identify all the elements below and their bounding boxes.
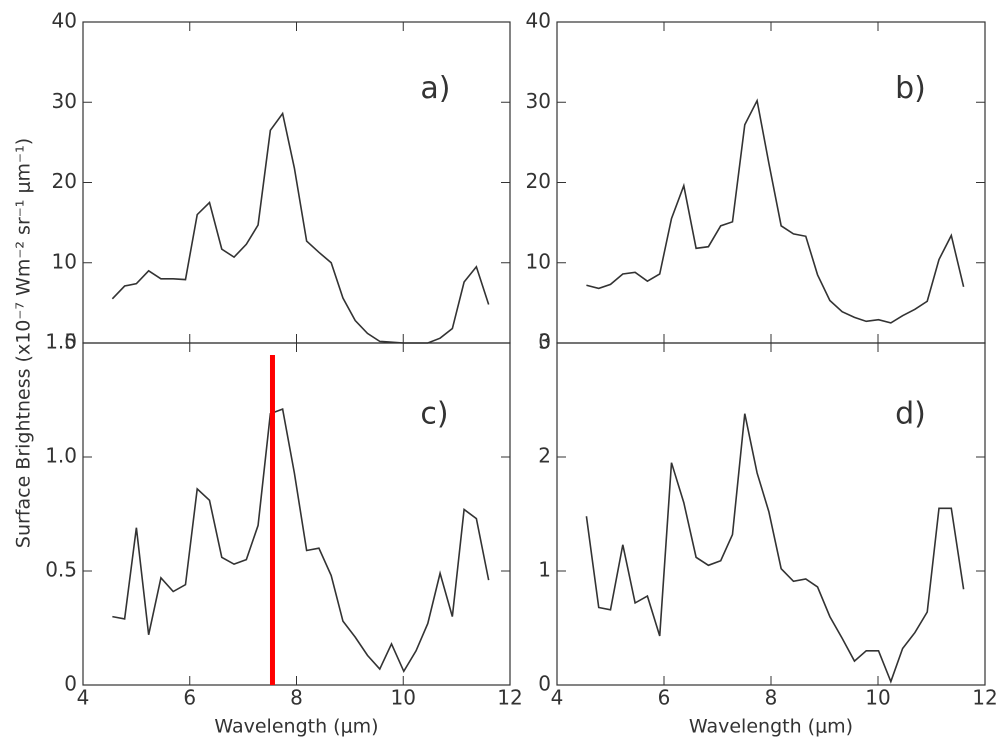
y-tick-label: 30 (52, 89, 77, 113)
x-axis-label: Wavelength (μm) (689, 716, 853, 738)
x-tick-label: 8 (290, 686, 303, 710)
panel-label: b) (895, 71, 926, 106)
y-axis-label: Surface Brightness (x10⁻⁷ Wm⁻² sr⁻¹ μm⁻¹… (13, 138, 35, 548)
y-tick-label: 40 (526, 9, 551, 33)
x-tick-label: 4 (551, 686, 564, 710)
x-tick-label: 4 (77, 686, 90, 710)
x-tick-label: 10 (865, 686, 890, 710)
panel-label: c) (420, 396, 448, 431)
y-tick-label: 1.0 (45, 444, 77, 468)
data-line (112, 408, 490, 674)
plot-frame (556, 342, 986, 686)
x-axis-label: Wavelength (μm) (214, 716, 378, 738)
y-tick-label: 10 (526, 249, 551, 273)
data-line (586, 98, 965, 324)
y-tick-label: 0 (64, 330, 77, 354)
y-tick-label: 2 (538, 444, 551, 468)
x-tick-label: 10 (391, 686, 416, 710)
panel-label: a) (420, 71, 450, 106)
x-tick-label: 12 (972, 686, 997, 710)
y-tick-label: 0 (64, 672, 77, 696)
panel-label: d) (895, 396, 926, 431)
y-tick-label: 0 (538, 672, 551, 696)
x-tick-label: 12 (497, 686, 522, 710)
y-tick-label: 0 (538, 330, 551, 354)
y-tick-label: 20 (52, 169, 77, 193)
y-tick-label: 20 (526, 169, 551, 193)
plot-frame (82, 342, 511, 686)
y-tick-label: 0.5 (45, 558, 77, 582)
y-tick-label: 40 (52, 9, 77, 33)
x-tick-label: 6 (658, 686, 671, 710)
x-tick-label: 6 (183, 686, 196, 710)
x-tick-label: 8 (765, 686, 778, 710)
data-line (111, 111, 490, 344)
y-tick-label: 10 (52, 249, 77, 273)
y-tick-label: 1.5 (45, 330, 77, 354)
y-tick-label: 30 (526, 89, 551, 113)
y-tick-label: 1 (538, 558, 551, 582)
y-tick-label: 3 (538, 330, 551, 354)
data-line (585, 413, 965, 684)
